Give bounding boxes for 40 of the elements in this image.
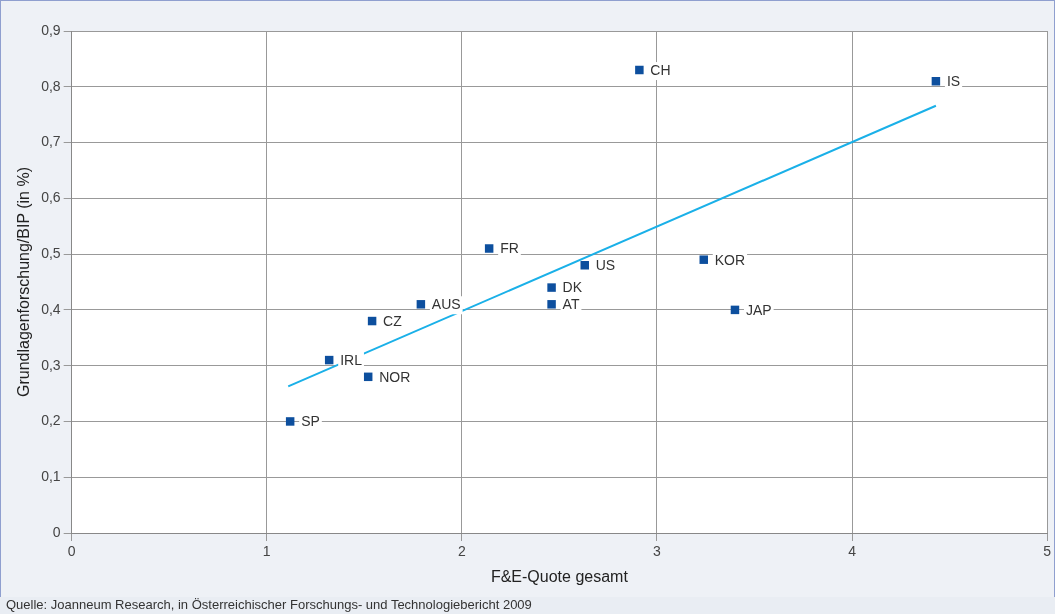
- y-tick-label: 0,3: [41, 356, 61, 373]
- annotation: DK: [562, 279, 583, 296]
- y-axis-title: Grundlagenforschung/BIP (in %): [15, 166, 33, 398]
- point: [416, 300, 426, 309]
- x-axis-title: F&E-Quote gesamt: [490, 567, 629, 585]
- y-tick-label: 0,8: [41, 77, 61, 94]
- annotation: AUS: [431, 296, 461, 313]
- y-tick-label: 0,4: [41, 300, 61, 317]
- y-tick-label: 0,6: [41, 189, 61, 206]
- annotation: KOR: [714, 251, 746, 268]
- point: [547, 283, 556, 292]
- point: [635, 65, 644, 75]
- point: [580, 261, 589, 270]
- x-tick-label: 5: [1043, 543, 1052, 560]
- y-tick-label: 0,1: [41, 468, 61, 485]
- y-tick-label: 0: [52, 523, 61, 540]
- annotation: US: [595, 257, 616, 274]
- annotation: NOR: [379, 368, 411, 385]
- annotation: CZ: [383, 312, 403, 329]
- annotation: SP: [301, 413, 320, 430]
- x-tick-label: 2: [457, 543, 466, 560]
- x-tick-label: 3: [653, 543, 662, 560]
- annotation: AT: [562, 296, 580, 313]
- y-tick-label: 0,9: [41, 21, 61, 38]
- x-tick-label: 4: [848, 543, 857, 560]
- source-note: Quelle: Joanneum Research, in Österreichischer Forschungs- und Technologiebericht 2009: [5, 597, 533, 612]
- y-tick-label: 0,5: [41, 244, 61, 261]
- point: [484, 244, 494, 253]
- annotation: JAP: [745, 301, 772, 318]
- annotation: FR: [500, 240, 519, 257]
- point: [285, 417, 295, 426]
- x-tick-label: 1: [262, 543, 271, 560]
- x-tick-label: 0: [67, 543, 76, 560]
- point: [547, 300, 556, 309]
- y-tick-label: 0,7: [41, 133, 61, 150]
- annotation: CH: [650, 61, 671, 78]
- y-tick-label: 0,2: [41, 412, 61, 429]
- point: [699, 255, 708, 264]
- annotation: IS: [946, 73, 961, 90]
- annotation: IRL: [340, 351, 363, 368]
